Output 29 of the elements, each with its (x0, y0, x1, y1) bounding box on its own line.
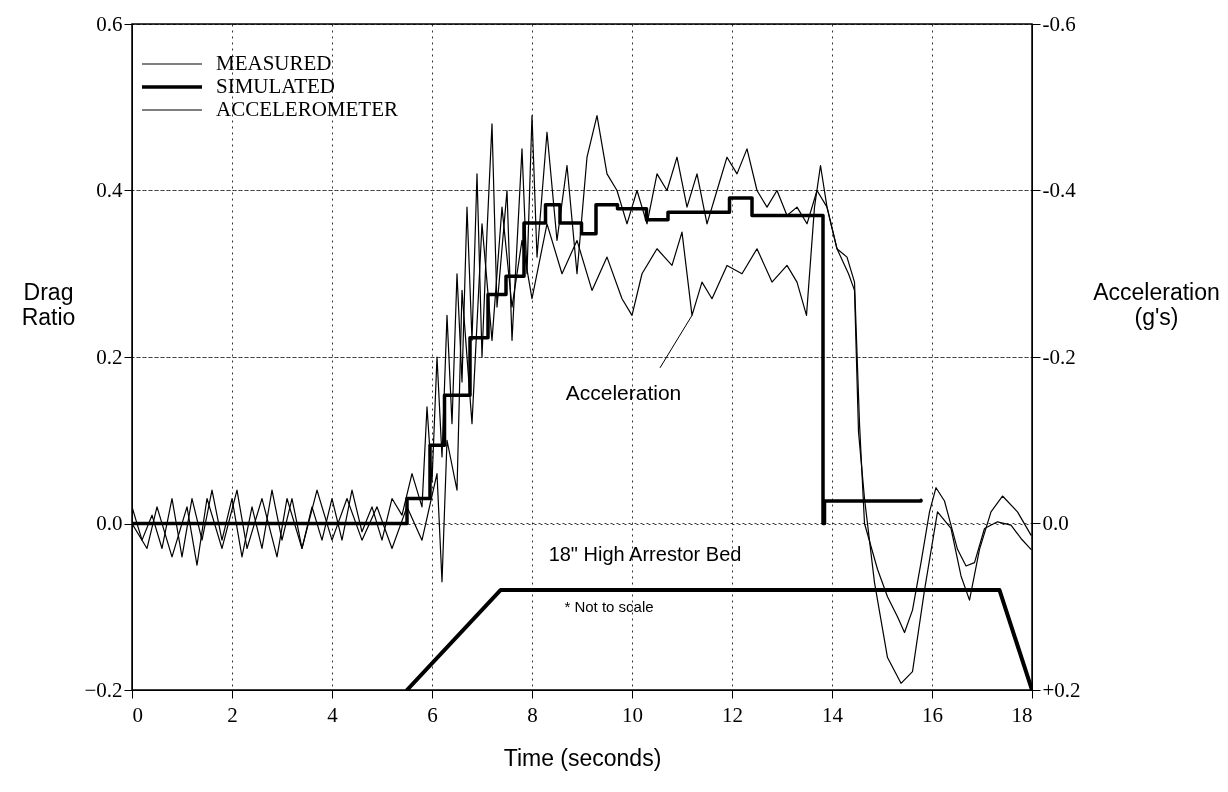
annotation: 18" High Arrestor Bed (548, 543, 742, 565)
y-tick-label: 0.6 (96, 11, 123, 36)
annotation: Acceleration (565, 381, 682, 405)
y2-tick-label: -0.4 (1042, 178, 1077, 202)
x-axis-title: Time (seconds) (503, 744, 662, 771)
y2-tick-label: -0.6 (1042, 11, 1076, 36)
annotation: * Not to scale (564, 598, 654, 615)
x-tick-label: 12 (722, 702, 743, 727)
x-tick-label: 8 (527, 702, 538, 727)
y2-tick-label: -0.2 (1042, 344, 1076, 369)
y-tick-label: −0.2 (84, 677, 123, 702)
x-tick-label: 18 (1011, 702, 1033, 727)
y-tick-label: 0.0 (96, 511, 123, 535)
y2-tick-label: +0.2 (1042, 677, 1081, 702)
y-tick-label: 0.2 (96, 344, 123, 369)
x-tick-label: 10 (622, 702, 643, 727)
x-tick-label: 6 (427, 702, 438, 727)
legend-label: SIMULATED (216, 74, 335, 98)
y2-axis-title: Acceleration (g's) (1093, 278, 1220, 330)
y2-tick-label: 0.0 (1042, 511, 1069, 535)
legend-label: ACCELEROMETER (216, 97, 398, 121)
x-tick-label: 2 (227, 702, 238, 727)
y-axis-title: Drag Ratio (21, 278, 76, 330)
legend-label: MEASURED (216, 51, 332, 75)
y-tick-label: 0.4 (96, 178, 123, 202)
x-tick-label: 4 (327, 702, 339, 727)
x-tick-label: 0 (132, 702, 143, 727)
x-tick-label: 16 (922, 702, 943, 727)
x-tick-label: 14 (822, 702, 844, 727)
